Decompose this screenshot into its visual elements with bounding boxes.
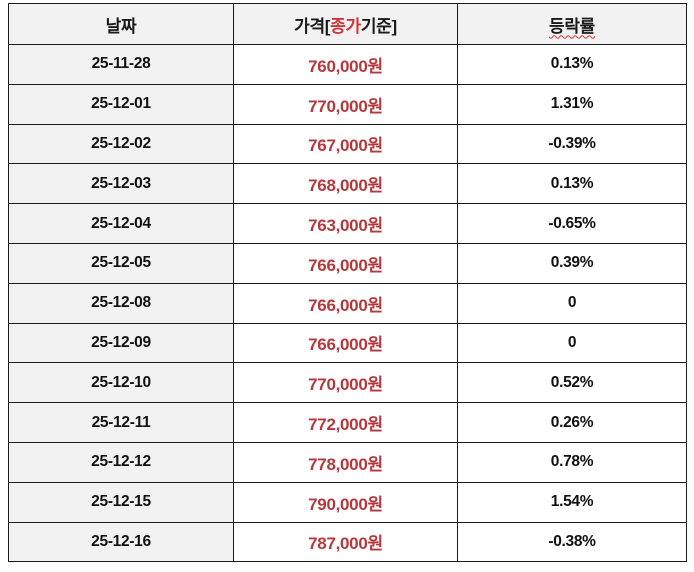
date-cell: 25-12-01: [8, 83, 234, 125]
rate-cell: 0.26%: [457, 402, 687, 443]
rate-cell: 1.54%: [457, 481, 687, 523]
date-cell: 25-12-08: [8, 282, 234, 324]
date-cell: 25-12-11: [8, 402, 234, 443]
header-price: 가격[종가기준]: [233, 3, 458, 45]
price-cell: 787,000원: [233, 521, 458, 563]
price-cell: 772,000원: [233, 402, 458, 443]
table-row: 25-12-05 766,000원 0.39%: [8, 242, 687, 284]
rate-cell: -0.39%: [457, 123, 687, 165]
price-cell: 766,000원: [233, 322, 458, 364]
table-row: 25-12-09 766,000원 0: [8, 322, 687, 364]
rate-cell: -0.38%: [457, 521, 687, 563]
table-row: 25-12-01 770,000원 1.31%: [8, 83, 687, 125]
header-price-prefix: 가격[: [294, 16, 331, 36]
stock-price-table: 날짜 가격[종가기준] 등락률 25-11-28 760,000원 0.13% 25…: [8, 3, 687, 563]
date-cell: 25-12-02: [8, 123, 234, 165]
table-header: 날짜 가격[종가기준] 등락률: [8, 3, 687, 45]
table-row: 25-11-28 760,000원 0.13%: [8, 44, 687, 85]
price-cell: 766,000원: [233, 282, 458, 324]
table-row: 25-12-12 778,000원 0.78%: [8, 441, 687, 483]
price-cell: 768,000원: [233, 163, 458, 205]
price-cell: 763,000원: [233, 203, 458, 244]
rate-cell: 0: [457, 322, 687, 364]
rate-cell: 0.78%: [457, 441, 687, 483]
date-cell: 25-12-16: [8, 521, 234, 563]
table-row: 25-12-02 767,000원 -0.39%: [8, 123, 687, 165]
date-cell: 25-12-15: [8, 481, 234, 523]
price-cell: 766,000원: [233, 242, 458, 284]
table-row: 25-12-15 790,000원 1.54%: [8, 481, 687, 523]
table-body: 25-11-28 760,000원 0.13% 25-12-01 770,000원 1.…: [8, 44, 687, 563]
rate-cell: 0.13%: [457, 44, 687, 85]
price-cell: 770,000원: [233, 83, 458, 125]
table-row: 25-12-04 763,000원 -0.65%: [8, 203, 687, 244]
price-cell: 760,000원: [233, 44, 458, 85]
price-cell: 770,000원: [233, 362, 458, 404]
date-cell: 25-12-10: [8, 362, 234, 404]
table-row: 25-12-10 770,000원 0.52%: [8, 362, 687, 404]
date-cell: 25-11-28: [8, 44, 234, 85]
table-row: 25-12-08 766,000원 0: [8, 282, 687, 324]
table-row: 25-12-03 768,000원 0.13%: [8, 163, 687, 205]
rate-cell: -0.65%: [457, 203, 687, 244]
price-cell: 767,000원: [233, 123, 458, 165]
date-cell: 25-12-12: [8, 441, 234, 483]
table-row: 25-12-16 787,000원 -0.38%: [8, 521, 687, 563]
date-cell: 25-12-05: [8, 242, 234, 284]
rate-cell: 0.52%: [457, 362, 687, 404]
header-row: 날짜 가격[종가기준] 등락률: [8, 3, 687, 45]
date-cell: 25-12-09: [8, 322, 234, 364]
rate-cell: 0.39%: [457, 242, 687, 284]
price-cell: 778,000원: [233, 441, 458, 483]
header-rate-label: 등락률: [548, 16, 596, 36]
price-cell: 790,000원: [233, 481, 458, 523]
header-date: 날짜: [8, 3, 234, 45]
rate-cell: 0: [457, 282, 687, 324]
header-price-suffix: 기준]: [360, 16, 397, 36]
date-cell: 25-12-03: [8, 163, 234, 205]
rate-cell: 1.31%: [457, 83, 687, 125]
table-row: 25-12-11 772,000원 0.26%: [8, 402, 687, 443]
date-cell: 25-12-04: [8, 203, 234, 244]
rate-cell: 0.13%: [457, 163, 687, 205]
header-price-highlight: 종가: [330, 16, 361, 36]
header-rate: 등락률: [457, 3, 687, 45]
